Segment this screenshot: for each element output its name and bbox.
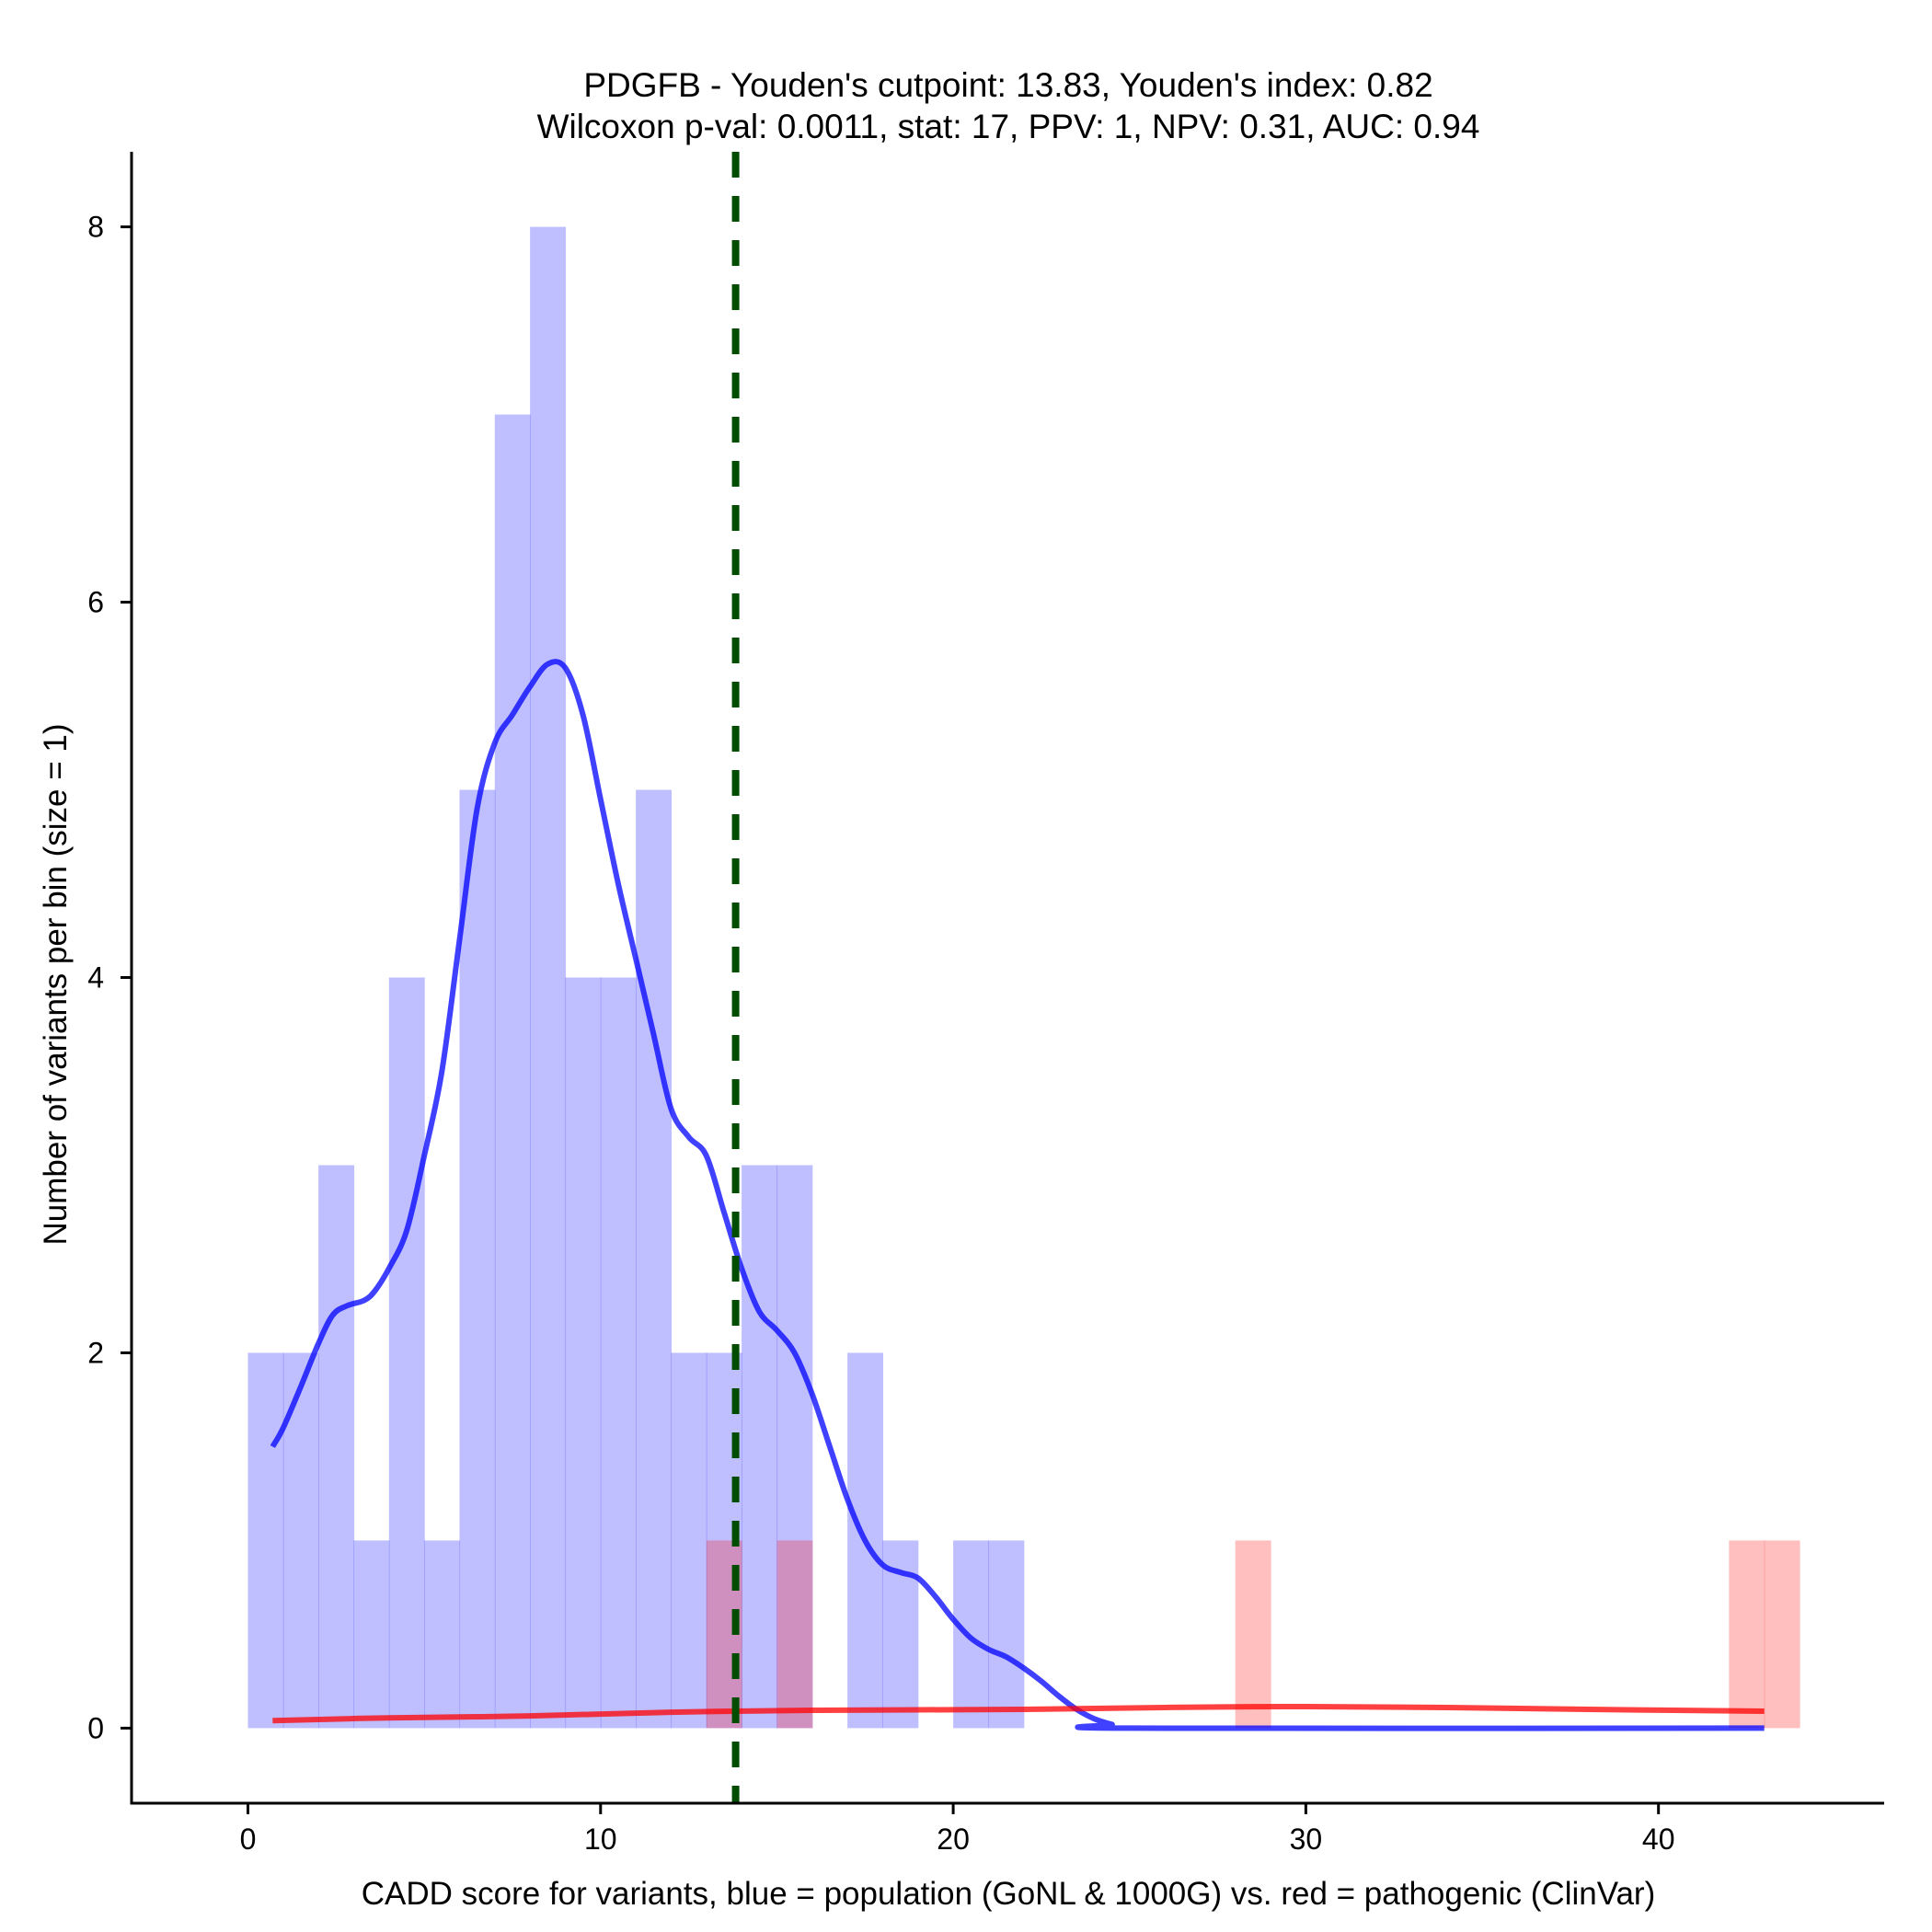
population-bar-15 <box>776 1165 813 1729</box>
population-bar-14 <box>742 1165 778 1729</box>
y-tick-label-0: 0 <box>87 1711 104 1744</box>
chart-title-line-1: PDGFB - Youden's cutpoint: 13.83, Youden… <box>583 66 1432 104</box>
population-density-line <box>270 659 1765 1731</box>
pathogenic-bar-4 <box>1764 1540 1800 1729</box>
pathogenic-bar-1 <box>776 1540 813 1729</box>
population-bar-10 <box>600 977 637 1729</box>
y-tick-label-3: 6 <box>87 586 104 619</box>
population-bar-6 <box>459 789 496 1729</box>
population-bar-19 <box>988 1540 1025 1729</box>
chart-title-line-2: Wilcoxon p-val: 0.0011, stat: 17, PPV: 1… <box>537 108 1480 145</box>
population-bar-5 <box>424 1540 461 1729</box>
x-tick-label-0: 0 <box>240 1823 257 1856</box>
population-bar-0 <box>247 1352 284 1729</box>
population-bar-9 <box>565 977 602 1729</box>
x-tick-label-1: 10 <box>584 1823 617 1856</box>
population-bar-4 <box>388 977 425 1729</box>
population-bar-11 <box>636 789 673 1729</box>
y-axis-label: Number of variants per bin (size = 1) <box>38 723 74 1245</box>
population-bar-8 <box>530 226 567 1729</box>
population-bar-2 <box>318 1165 355 1729</box>
x-tick-label-2: 20 <box>937 1823 970 1856</box>
x-axis-label: CADD score for variants, blue = populati… <box>362 1876 1656 1912</box>
population-bar-18 <box>953 1540 990 1729</box>
y-tick-label-2: 4 <box>87 961 104 995</box>
density-curves <box>270 659 1765 1731</box>
x-tick-label-4: 40 <box>1642 1823 1675 1856</box>
population-bar-7 <box>494 414 531 1729</box>
pathogenic-bar-3 <box>1729 1540 1765 1729</box>
x-tick-label-3: 30 <box>1290 1823 1323 1856</box>
pathogenic-density-line <box>272 1703 1765 1724</box>
y-tick-label-4: 8 <box>87 211 104 244</box>
y-tick-label-1: 2 <box>87 1336 104 1369</box>
population-bars <box>247 226 1025 1729</box>
population-bar-3 <box>353 1540 390 1729</box>
ticks: 0 10 20 30 40 0 2 4 6 8 <box>87 211 1674 1856</box>
population-bar-12 <box>671 1352 707 1729</box>
pathogenic-bar-2 <box>1235 1540 1271 1729</box>
